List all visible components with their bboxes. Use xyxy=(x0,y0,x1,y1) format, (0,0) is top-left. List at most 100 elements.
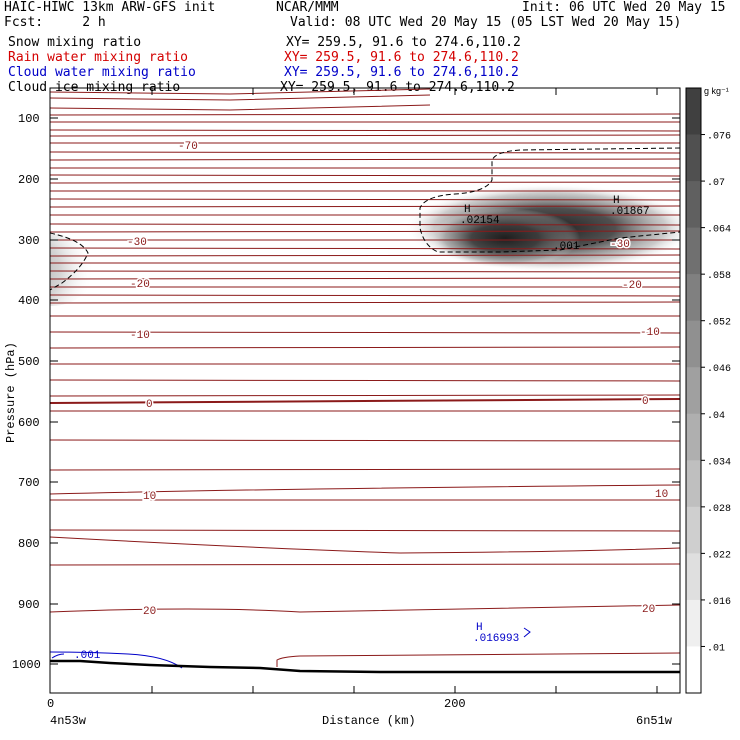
terrain-line xyxy=(50,659,680,674)
isotherm-label: 20 xyxy=(642,604,655,616)
x-tick-label: 200 xyxy=(444,697,466,711)
legend-cloud-water-xy: XY= 259.5, 91.6 to 274.6,110.2 xyxy=(284,65,519,80)
isotherm-line xyxy=(50,536,680,554)
isotherm-line xyxy=(50,94,431,101)
colorbar-tick-label: .04 xyxy=(707,411,725,422)
x-tick-label: 0 xyxy=(47,697,54,711)
legend-snow-xy: XY= 259.5, 91.6 to 274.6,110.2 xyxy=(286,35,521,50)
isotherm-line xyxy=(50,394,680,397)
cloud-water-arrow-icon xyxy=(523,627,531,638)
isotherm-line xyxy=(50,604,680,613)
isotherm-label: 10 xyxy=(655,489,668,501)
ice-max-value: .01867 xyxy=(610,206,650,218)
isotherm-line xyxy=(50,205,680,208)
model-title: HAIC-HIWC 13km ARW-GFS init xyxy=(4,0,216,15)
colorbar-tick-label: .058 xyxy=(707,271,731,282)
y-tick-label: 100 xyxy=(18,112,40,126)
colorbar-swatch xyxy=(686,227,701,275)
y-tick-label: 300 xyxy=(18,234,40,248)
legend-cloud-water-name: Cloud water mixing ratio xyxy=(8,65,196,80)
x-axis xyxy=(151,88,658,693)
init-time: Init: 06 UTC Wed 20 May 15 xyxy=(522,0,726,15)
x-right-location: 6n51w xyxy=(636,714,673,728)
isotherm-label: -70 xyxy=(178,141,198,153)
isotherm-line xyxy=(50,198,680,201)
isotherm-label: -30 xyxy=(127,237,147,249)
isotherm-line xyxy=(50,468,680,471)
isotherm-line xyxy=(50,270,680,273)
terrain-contour-small xyxy=(276,655,301,667)
colorbar-swatch xyxy=(686,460,701,508)
colorbar-tick-label: .046 xyxy=(707,364,731,375)
isotherm-line xyxy=(50,484,680,495)
isotherm-line xyxy=(50,346,680,349)
isotherm-line xyxy=(50,247,680,250)
y-tick-label: 1000 xyxy=(12,658,41,672)
isotherm-line xyxy=(50,134,680,137)
isotherm-line xyxy=(50,398,680,404)
colorbar-swatch xyxy=(686,646,701,694)
isotherm-line xyxy=(50,254,680,257)
colorbar-swatch xyxy=(686,506,701,554)
isotherm-line xyxy=(50,158,680,161)
colorbar: g kg⁻¹ .076 .07 .064 .058 .052 .046 .04 .034 .02… xyxy=(685,86,731,694)
isotherm-line xyxy=(50,129,680,132)
cloud-ice-shading xyxy=(50,184,680,306)
y-tick-label: 200 xyxy=(18,173,40,187)
isotherm-label: -20 xyxy=(622,280,642,292)
isotherm-line xyxy=(50,529,680,532)
isotherm-label: -20 xyxy=(130,279,150,291)
colorbar-tick-label: .07 xyxy=(707,178,725,189)
isotherm-line xyxy=(299,652,680,657)
colorbar-tick-label: .016 xyxy=(707,597,731,608)
plot-frame xyxy=(49,87,681,694)
isotherm-line xyxy=(50,331,680,334)
isotherm-label: -10 xyxy=(130,330,150,342)
institution-label: NCAR/MMM xyxy=(276,0,339,15)
isotherm-label: 0 xyxy=(146,399,153,411)
y-tick-label: 600 xyxy=(18,416,40,430)
y-tick-label: 900 xyxy=(18,598,40,612)
legend-snow-name: Snow mixing ratio xyxy=(8,35,142,50)
cloud-water-contour-label: .001 xyxy=(74,650,101,662)
isotherm-line xyxy=(50,294,680,297)
colorbar-swatch xyxy=(686,88,701,136)
cloud-ice-contour xyxy=(419,147,680,253)
colorbar-tick-label: .022 xyxy=(707,550,731,561)
cloud-water-contour-inner xyxy=(51,653,65,659)
isotherm-line xyxy=(50,113,680,116)
colorbar-swatch xyxy=(686,599,701,647)
legend-rain-name: Rain water mixing ratio xyxy=(8,50,189,65)
colorbar-tick-label: .076 xyxy=(707,132,731,143)
y-axis xyxy=(50,117,680,665)
colorbar-tick-label: .064 xyxy=(707,225,731,236)
cloud-water-max-marker: H xyxy=(476,622,483,634)
isotherm-label: -10 xyxy=(640,327,660,339)
cloud-water-contour xyxy=(50,651,183,669)
colorbar-tick-label: .034 xyxy=(707,457,731,468)
cloud-ice-contour-left xyxy=(50,232,89,291)
isotherm-line xyxy=(50,151,680,154)
isotherm-line xyxy=(50,230,680,233)
colorbar-tick-label: .028 xyxy=(707,504,731,515)
isotherm-line xyxy=(50,181,680,184)
legend-rain-xy: XY= 259.5, 91.6 to 274.6,110.2 xyxy=(284,50,519,65)
isotherm-line xyxy=(50,439,680,442)
colorbar-swatch xyxy=(686,274,701,322)
y-tick-label: 500 xyxy=(18,355,40,369)
colorbar-swatch xyxy=(686,181,701,229)
isotherm-label: 20 xyxy=(143,606,156,618)
valid-time: Valid: 08 UTC Wed 20 May 15 (05 LST Wed … xyxy=(290,15,682,30)
isotherm-line xyxy=(50,563,680,566)
y-tick-label: 400 xyxy=(18,294,40,308)
isotherm-label: 10 xyxy=(143,491,156,503)
isotherm-line xyxy=(50,379,680,382)
isotherm-line xyxy=(50,223,680,226)
isotherm-label: 0 xyxy=(642,396,649,408)
y-axis-title: Pressure (hPa) xyxy=(4,342,18,443)
x-left-location: 4n53w xyxy=(50,714,87,728)
y-tick-label: 800 xyxy=(18,537,40,551)
cloud-ice-contour-label: .001 xyxy=(553,241,580,253)
isotherm-line xyxy=(50,104,431,111)
